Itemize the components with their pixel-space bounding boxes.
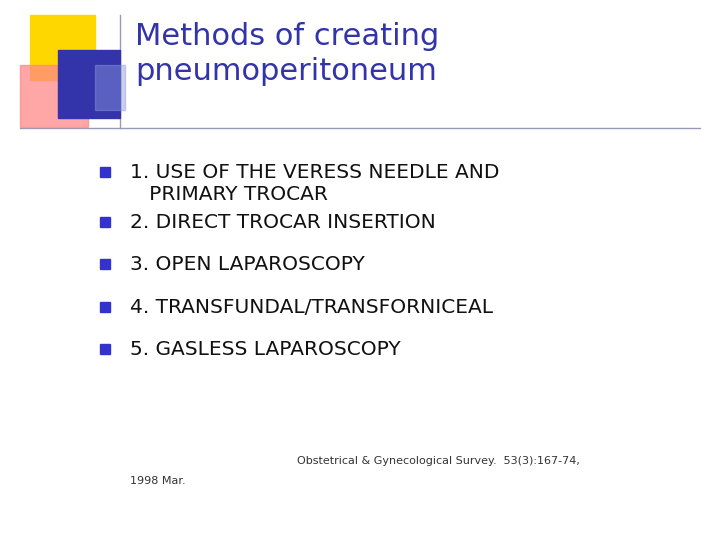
Text: 1. USE OF THE VERESS NEEDLE AND: 1. USE OF THE VERESS NEEDLE AND [130, 163, 500, 182]
Text: 2. DIRECT TROCAR INSERTION: 2. DIRECT TROCAR INSERTION [130, 213, 436, 232]
Text: 5. GASLESS LAPAROSCOPY: 5. GASLESS LAPAROSCOPY [130, 340, 400, 359]
Bar [30, 15, 95, 80]
Text: Obstetrical & Gynecological Survey.  53(3):167-74,: Obstetrical & Gynecological Survey. 53(3… [297, 456, 580, 466]
Bar [58, 50, 120, 118]
Bar [100, 344, 110, 354]
Text: PRIMARY TROCAR: PRIMARY TROCAR [130, 185, 328, 204]
Text: 1998 Mar.: 1998 Mar. [130, 476, 186, 486]
Bar [100, 217, 110, 227]
Bar [95, 65, 125, 110]
Bar [100, 302, 110, 312]
Text: Methods of creating
pneumoperitoneum: Methods of creating pneumoperitoneum [135, 22, 439, 86]
Bar [100, 259, 110, 269]
Bar [20, 65, 88, 127]
Text: 3. OPEN LAPAROSCOPY: 3. OPEN LAPAROSCOPY [130, 255, 365, 274]
Bar [100, 167, 110, 177]
Text: 4. TRANSFUNDAL/TRANSFORNICEAL: 4. TRANSFUNDAL/TRANSFORNICEAL [130, 298, 493, 317]
